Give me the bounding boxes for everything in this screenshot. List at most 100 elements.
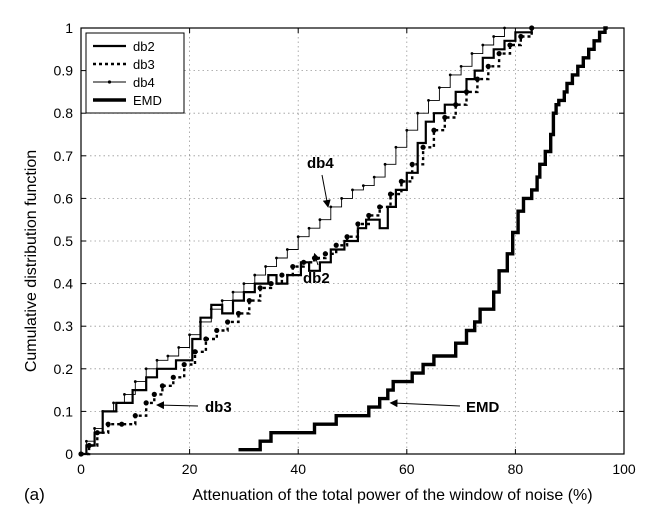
series-point-db3 (214, 327, 220, 334)
series-point-db3 (355, 221, 361, 227)
y-tick-label: 1 (65, 20, 73, 36)
series-db2 (81, 28, 533, 456)
series-point-db3 (159, 383, 166, 389)
series-point-db3 (496, 50, 502, 57)
series-point-db3 (529, 25, 535, 31)
annotation-db3-arrow (156, 401, 199, 410)
x-tick-label: 80 (508, 461, 524, 477)
series-point-db3 (279, 272, 285, 278)
series-point-db3 (192, 349, 198, 355)
series-point-db4 (405, 128, 409, 132)
series-point-db4 (177, 346, 181, 349)
series-point-db3 (474, 76, 480, 82)
y-tick-label: 0.1 (54, 403, 74, 419)
series-line-db2 (81, 28, 533, 456)
x-tick-label: 100 (612, 461, 636, 477)
series-point-db4 (264, 265, 268, 268)
series-point-db4 (394, 145, 398, 149)
series-point-db3 (151, 391, 157, 397)
y-tick-label: 0.6 (54, 190, 74, 206)
annotation-db4-label: db4 (307, 155, 334, 172)
series-point-db3 (366, 212, 372, 219)
y-tick-label: 0.2 (54, 361, 74, 377)
series-point-db4 (166, 354, 170, 358)
y-axis-label: Cumulative distribution function (23, 150, 40, 372)
annotation-emd-label: EMD (466, 399, 500, 416)
series-point-db4 (199, 320, 202, 324)
series-point-db3 (132, 413, 138, 419)
series-point-db3 (398, 178, 404, 184)
series-point-db3 (290, 263, 296, 270)
x-axis-label: Attenuation of the total power of the wi… (192, 487, 592, 504)
series-point-db4 (209, 307, 213, 311)
legend-entry-db3: db3 (93, 57, 155, 72)
y-tick-label: 0.9 (54, 63, 74, 79)
series-point-db3 (409, 161, 415, 167)
x-tick-label: 0 (77, 461, 85, 477)
series-point-db3 (420, 144, 426, 150)
series-point-db3 (463, 89, 470, 95)
series-db3 (78, 25, 535, 457)
series-point-db3 (377, 204, 383, 210)
series-point-db3 (105, 421, 111, 427)
annotation-emd: EMD (389, 399, 500, 416)
series-point-db4 (275, 256, 278, 260)
series-point-db3 (431, 127, 437, 133)
series-point-db4 (340, 197, 344, 200)
series-point-db3 (485, 63, 491, 69)
series-point-db4 (101, 410, 105, 413)
series-point-db4 (351, 188, 354, 192)
legend-label: EMD (133, 93, 162, 108)
series-point-db3 (387, 191, 394, 197)
legend: db2 db3 db4 EMD (85, 32, 185, 114)
series-point-db4 (133, 380, 137, 383)
series-point-db4 (285, 248, 289, 251)
series-point-db4 (503, 26, 506, 30)
series-point-db4 (155, 358, 159, 362)
series-point-db4 (144, 367, 148, 371)
annotations-layer: db4 db2 db3 EMD (156, 155, 500, 416)
series-point-db3 (322, 251, 328, 257)
x-tick-label: 20 (182, 461, 198, 477)
series-point-db4 (253, 273, 257, 277)
x-tick-label: 40 (290, 461, 306, 477)
x-tick-labels: 0 20 40 60 80 100 (77, 461, 636, 477)
series-point-db4 (459, 64, 463, 68)
y-tick-labels: 0 0.1 0.2 0.3 0.4 0.5 0.6 0.7 0.8 0.9 1 (54, 20, 74, 462)
series-point-db4 (188, 333, 192, 337)
series-point-db4 (242, 282, 246, 285)
series-point-db3 (344, 234, 350, 240)
series-point-db4 (448, 73, 452, 77)
series-point-db4 (361, 184, 365, 188)
series-point-db3 (203, 336, 209, 342)
series-point-db4 (220, 299, 224, 303)
series-point-db3 (257, 285, 263, 291)
y-tick-label: 0 (65, 446, 73, 462)
annotation-emd-arrow (389, 399, 461, 408)
y-tick-label: 0.4 (54, 276, 74, 292)
legend-swatch-marker (107, 80, 112, 84)
series-point-db3 (86, 442, 92, 449)
series-point-db4 (296, 235, 300, 239)
series-point-db4 (383, 162, 387, 166)
y-tick-label: 0.5 (54, 233, 74, 249)
series-point-db3 (268, 281, 274, 287)
series-point-db3 (143, 400, 149, 406)
legend-label: db3 (133, 57, 155, 72)
series-point-db4 (93, 427, 96, 430)
annotation-db4-arrow (321, 174, 331, 208)
y-tick-label: 0.8 (54, 105, 74, 121)
series-point-db3 (235, 310, 242, 317)
series-emd (238, 26, 608, 452)
annotation-db2-arrow (312, 252, 321, 266)
series-point-db3 (301, 259, 307, 265)
legend-label: db4 (133, 75, 155, 90)
series-point-db3 (507, 42, 513, 48)
series-point-db3 (94, 430, 100, 436)
series-line-emd (238, 26, 608, 452)
series-point-db3 (225, 319, 231, 325)
series-point-db3 (170, 374, 176, 380)
panel-label: (a) (24, 485, 45, 504)
annotation-db2: db2 (303, 252, 330, 287)
y-tick-label: 0.3 (54, 318, 74, 334)
